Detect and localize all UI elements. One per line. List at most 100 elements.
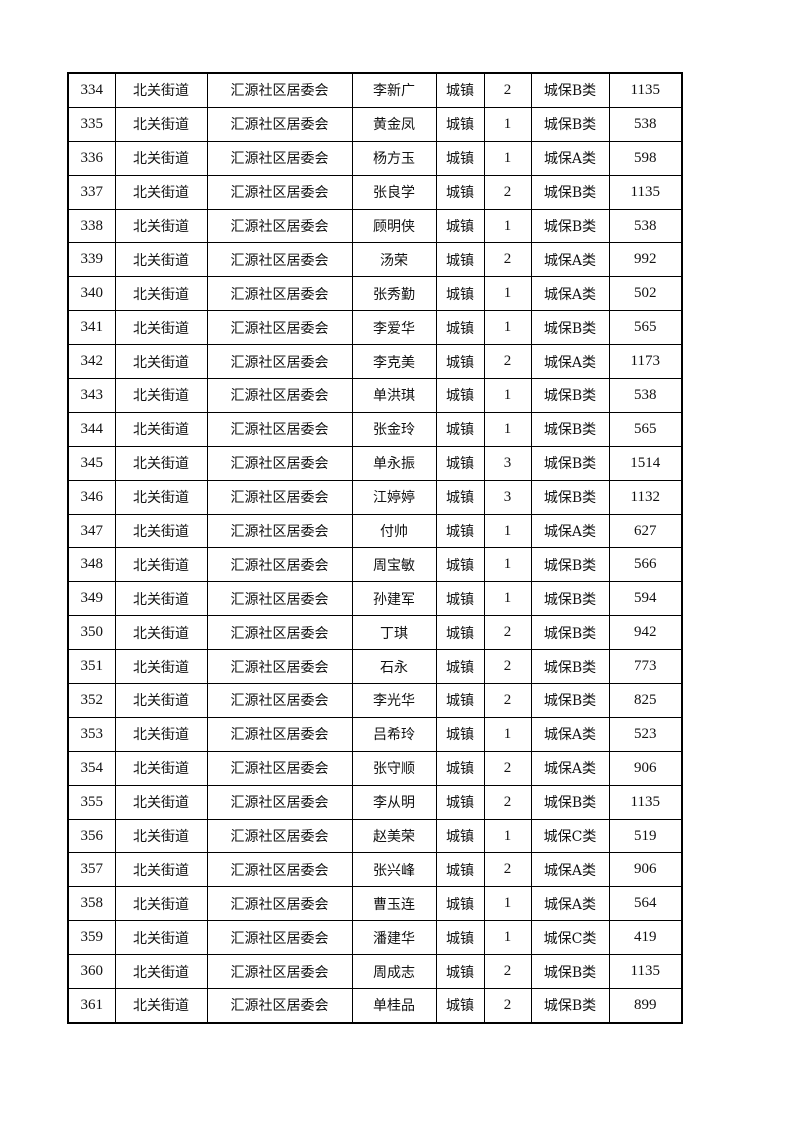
cell-name: 丁琪 <box>351 615 437 651</box>
cell-insurance-category: 城保B类 <box>530 954 610 990</box>
cell-household-size: 2 <box>483 242 532 278</box>
cell-amount: 566 <box>608 547 683 583</box>
cell-row-number: 339 <box>67 242 116 278</box>
cell-name: 张守顺 <box>351 750 437 786</box>
cell-street: 北关街道 <box>114 683 208 718</box>
cell-household-size: 3 <box>483 445 532 481</box>
cell-row-number: 345 <box>67 445 116 481</box>
table-row: 335 北关街道 汇源社区居委会 黄金凤 城镇 1 城保B类 538 <box>67 106 683 142</box>
cell-row-number: 337 <box>67 174 116 210</box>
cell-insurance-category: 城保B类 <box>530 72 610 108</box>
table-row: 342 北关街道 汇源社区居委会 李克美 城镇 2 城保A类 1173 <box>67 344 683 380</box>
cell-street: 北关街道 <box>114 547 208 583</box>
cell-street: 北关街道 <box>114 174 208 210</box>
cell-street: 北关街道 <box>114 242 208 278</box>
cell-street: 北关街道 <box>114 784 208 820</box>
cell-household-size: 1 <box>483 920 532 956</box>
cell-name: 杨方玉 <box>351 140 437 176</box>
cell-household-size: 1 <box>483 716 532 752</box>
cell-insurance-category: 城保B类 <box>530 683 610 718</box>
cell-amount: 565 <box>608 310 683 346</box>
cell-amount: 627 <box>608 513 683 549</box>
cell-community: 汇源社区居委会 <box>206 581 353 617</box>
cell-community: 汇源社区居委会 <box>206 411 353 447</box>
cell-area-type: 城镇 <box>435 818 485 854</box>
cell-community: 汇源社区居委会 <box>206 276 353 312</box>
cell-community: 汇源社区居委会 <box>206 954 353 990</box>
cell-row-number: 341 <box>67 310 116 346</box>
table-row: 354 北关街道 汇源社区居委会 张守顺 城镇 2 城保A类 906 <box>67 750 683 786</box>
cell-insurance-category: 城保B类 <box>530 174 610 210</box>
cell-area-type: 城镇 <box>435 310 485 346</box>
cell-area-type: 城镇 <box>435 479 485 515</box>
cell-insurance-category: 城保A类 <box>530 140 610 176</box>
cell-insurance-category: 城保B类 <box>530 988 610 1024</box>
cell-street: 北关街道 <box>114 411 208 447</box>
cell-amount: 519 <box>608 818 683 854</box>
cell-row-number: 338 <box>67 208 116 244</box>
cell-name: 周成志 <box>351 954 437 990</box>
table-row: 349 北关街道 汇源社区居委会 孙建军 城镇 1 城保B类 594 <box>67 581 683 617</box>
cell-household-size: 3 <box>483 479 532 515</box>
cell-row-number: 354 <box>67 750 116 786</box>
cell-street: 北关街道 <box>114 716 208 752</box>
table-row: 338 北关街道 汇源社区居委会 顾明侠 城镇 1 城保B类 538 <box>67 208 683 244</box>
cell-street: 北关街道 <box>114 615 208 651</box>
cell-area-type: 城镇 <box>435 242 485 278</box>
cell-household-size: 2 <box>483 988 532 1024</box>
cell-amount: 992 <box>608 242 683 278</box>
cell-household-size: 1 <box>483 513 532 549</box>
cell-name: 周宝敏 <box>351 547 437 583</box>
table-row: 355 北关街道 汇源社区居委会 李从明 城镇 2 城保B类 1135 <box>67 784 683 820</box>
cell-row-number: 359 <box>67 920 116 956</box>
table-row: 357 北关街道 汇源社区居委会 张兴峰 城镇 2 城保A类 906 <box>67 852 683 888</box>
table-row: 352 北关街道 汇源社区居委会 李光华 城镇 2 城保B类 825 <box>67 683 683 718</box>
cell-area-type: 城镇 <box>435 513 485 549</box>
cell-amount: 1514 <box>608 445 683 481</box>
cell-area-type: 城镇 <box>435 72 485 108</box>
cell-area-type: 城镇 <box>435 276 485 312</box>
cell-area-type: 城镇 <box>435 784 485 820</box>
cell-community: 汇源社区居委会 <box>206 852 353 888</box>
cell-amount: 773 <box>608 649 683 685</box>
cell-area-type: 城镇 <box>435 445 485 481</box>
cell-household-size: 1 <box>483 276 532 312</box>
cell-street: 北关街道 <box>114 886 208 922</box>
cell-name: 李爱华 <box>351 310 437 346</box>
cell-amount: 565 <box>608 411 683 447</box>
cell-row-number: 360 <box>67 954 116 990</box>
cell-name: 单桂品 <box>351 988 437 1024</box>
cell-name: 张良学 <box>351 174 437 210</box>
cell-household-size: 2 <box>483 954 532 990</box>
cell-row-number: 356 <box>67 818 116 854</box>
cell-insurance-category: 城保A类 <box>530 716 610 752</box>
cell-community: 汇源社区居委会 <box>206 479 353 515</box>
cell-amount: 906 <box>608 750 683 786</box>
table-row: 346 北关街道 汇源社区居委会 江婷婷 城镇 3 城保B类 1132 <box>67 479 683 515</box>
cell-community: 汇源社区居委会 <box>206 174 353 210</box>
cell-area-type: 城镇 <box>435 988 485 1024</box>
cell-community: 汇源社区居委会 <box>206 344 353 380</box>
cell-amount: 594 <box>608 581 683 617</box>
cell-area-type: 城镇 <box>435 106 485 142</box>
cell-name: 李光华 <box>351 683 437 718</box>
cell-community: 汇源社区居委会 <box>206 378 353 413</box>
cell-row-number: 353 <box>67 716 116 752</box>
cell-community: 汇源社区居委会 <box>206 72 353 108</box>
cell-row-number: 346 <box>67 479 116 515</box>
cell-household-size: 1 <box>483 208 532 244</box>
cell-amount: 502 <box>608 276 683 312</box>
cell-area-type: 城镇 <box>435 649 485 685</box>
cell-row-number: 344 <box>67 411 116 447</box>
cell-amount: 1135 <box>608 174 683 210</box>
cell-community: 汇源社区居委会 <box>206 513 353 549</box>
cell-row-number: 348 <box>67 547 116 583</box>
cell-community: 汇源社区居委会 <box>206 615 353 651</box>
cell-household-size: 2 <box>483 852 532 888</box>
cell-amount: 523 <box>608 716 683 752</box>
cell-area-type: 城镇 <box>435 886 485 922</box>
cell-amount: 1135 <box>608 954 683 990</box>
cell-street: 北关街道 <box>114 208 208 244</box>
cell-amount: 564 <box>608 886 683 922</box>
cell-household-size: 2 <box>483 784 532 820</box>
